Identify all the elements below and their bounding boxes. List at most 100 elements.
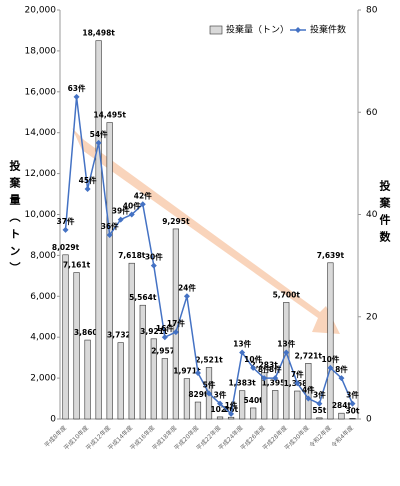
line-value-label: 40件: [123, 201, 141, 211]
line-marker: [62, 226, 69, 233]
bar-value-label: 2,521t: [195, 355, 223, 364]
bar-value-label: 55t: [312, 406, 326, 415]
line-value-label: 8件: [335, 364, 348, 374]
bar-value-label: 102t: [210, 405, 230, 414]
bar: [73, 272, 80, 420]
bar: [316, 417, 323, 420]
bar: [327, 262, 334, 420]
bar: [349, 418, 356, 420]
line-marker: [161, 334, 168, 341]
bar: [117, 342, 124, 420]
y-tick-label: 4,000: [30, 333, 56, 343]
bar: [305, 363, 312, 420]
bar: [239, 390, 246, 420]
line-marker: [283, 349, 290, 356]
x-tick-label: 令和2年度: [308, 424, 333, 449]
bar: [261, 372, 268, 420]
y2-axis-title: 投棄件数: [378, 179, 392, 248]
bar: [283, 302, 290, 420]
bar-value-label: 829t: [188, 390, 208, 399]
bar: [84, 339, 91, 420]
line-value-label: 10件: [244, 354, 262, 364]
bar: [62, 254, 69, 420]
line-value-label: 30件: [145, 252, 163, 262]
bar-value-label: 7,639t: [317, 251, 345, 260]
y-tick-label: 18,000: [25, 46, 57, 56]
line-marker: [239, 349, 246, 356]
legend-swatch: [295, 27, 301, 33]
line-value-label: 36件: [101, 221, 119, 231]
y-tick-label: 20,000: [25, 6, 57, 16]
bar-value-label: 7,161t: [63, 261, 91, 270]
line-value-label: 1件: [225, 400, 238, 410]
line-value-label: 5件: [203, 379, 216, 389]
line-marker: [305, 395, 312, 402]
x-tick-label: 令和4年度: [330, 424, 355, 449]
y-tick-label: 10,000: [25, 210, 57, 220]
line-marker: [84, 185, 91, 192]
line-marker: [327, 364, 334, 371]
bar-value-label: 2,721t: [295, 351, 323, 360]
line-value-label: 17件: [167, 318, 185, 328]
line-marker: [294, 380, 301, 387]
line-value-label: 45件: [79, 175, 97, 185]
line-marker: [206, 390, 212, 397]
line-marker: [272, 375, 279, 382]
line-marker: [150, 262, 157, 269]
line-value-label: 8件: [269, 364, 282, 374]
bar-value-label: 3,860t: [74, 328, 102, 337]
bar-value-label: 5,564t: [129, 293, 157, 302]
bar: [95, 40, 102, 420]
bar: [150, 338, 157, 420]
bar: [216, 416, 224, 420]
bar-value-label: 2,957t: [151, 347, 179, 356]
y2-tick-label: 0: [366, 415, 372, 425]
line-marker: [228, 410, 235, 417]
bar-value-label: 1,395t: [262, 378, 290, 387]
line-value-label: 37件: [57, 216, 75, 226]
y-tick-label: 0: [50, 415, 56, 425]
bar: [128, 262, 135, 420]
bar: [227, 416, 235, 420]
bar: [161, 358, 168, 420]
line-marker: [316, 400, 323, 407]
line-value-label: 42件: [134, 190, 152, 200]
line-marker: [250, 364, 257, 371]
line-marker: [217, 400, 224, 407]
y-tick-label: 6,000: [30, 292, 56, 302]
line-value-label: 8件: [258, 364, 271, 374]
line-marker: [117, 216, 124, 223]
line-marker: [73, 93, 80, 100]
line-value-label: 3件: [214, 390, 227, 400]
line-value-label: 16件: [156, 323, 174, 333]
line-value-label: 24件: [178, 282, 196, 292]
y2-tick-label: 20: [366, 312, 378, 322]
bar: [338, 412, 345, 420]
y-axis-title: 投棄量（トン）: [8, 159, 22, 279]
y2-tick-label: 60: [366, 108, 378, 118]
y-tick-label: 16,000: [25, 87, 57, 97]
bar-value-label: 18,498t: [82, 29, 115, 38]
bar: [250, 407, 257, 420]
bar-value-label: 1,383t: [228, 379, 256, 388]
legend-label: 投棄量（トン）: [226, 24, 289, 36]
y-tick-label: 14,000: [25, 128, 57, 138]
bar-value-label: 3,921t: [140, 327, 168, 336]
bar: [294, 390, 301, 420]
bar-value-label: 5,700t: [273, 290, 301, 299]
bar-value-label: 284t: [332, 401, 352, 410]
bar: [183, 378, 191, 420]
y-tick-label: 2,000: [30, 374, 56, 384]
bar-value-label: 8,029t: [52, 243, 80, 252]
y2-tick-label: 80: [366, 6, 378, 16]
line-marker: [349, 400, 356, 407]
line-marker: [261, 375, 268, 382]
line-value-label: 13件: [233, 339, 251, 349]
bar-value-label: 540t: [244, 396, 264, 405]
line-value-label: 10件: [321, 354, 339, 364]
bar: [272, 390, 279, 420]
legend-swatch: [209, 25, 223, 35]
bar: [106, 122, 113, 420]
line-value-label: 4件: [302, 385, 315, 395]
